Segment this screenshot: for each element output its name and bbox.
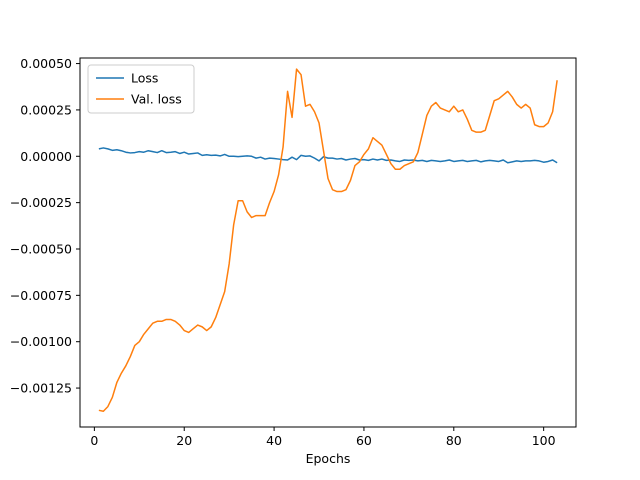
x-axis: 0 20 40 60 80 100 [90, 427, 556, 448]
x-tick-label: 80 [446, 433, 462, 448]
legend: Loss Val. loss [87, 64, 195, 114]
series-line-1 [98, 68, 558, 412]
legend-box [87, 64, 195, 114]
x-tick-label: 100 [532, 433, 556, 448]
legend-label-0: Loss [131, 71, 158, 86]
y-tick-label: −0.00050 [10, 241, 72, 256]
y-tick-label: 0.00000 [20, 149, 72, 164]
plot-area: 0 20 40 60 80 100 0.00050 0.00025 0.00000 −0.000… [10, 56, 577, 466]
x-tick-label: 0 [90, 433, 98, 448]
x-tick-label: 40 [266, 433, 282, 448]
y-tick-label: 0.00050 [20, 56, 72, 71]
series-line-0 [98, 147, 558, 164]
y-tick-label: −0.00075 [10, 288, 72, 303]
y-axis: 0.00050 0.00025 0.00000 −0.00025 −0.00050 −0.… [10, 56, 80, 396]
legend-label-1: Val. loss [131, 92, 182, 107]
y-tick-label: −0.00025 [10, 195, 72, 210]
x-tick-label: 60 [356, 433, 372, 448]
series-layer [98, 68, 558, 412]
y-tick-label: 0.00025 [20, 102, 72, 117]
y-tick-label: −0.00100 [10, 334, 72, 349]
x-axis-title: Epochs [306, 451, 351, 466]
axes-frame [79, 57, 577, 428]
x-tick-label: 20 [176, 433, 192, 448]
y-tick-label: −0.00125 [10, 381, 72, 396]
